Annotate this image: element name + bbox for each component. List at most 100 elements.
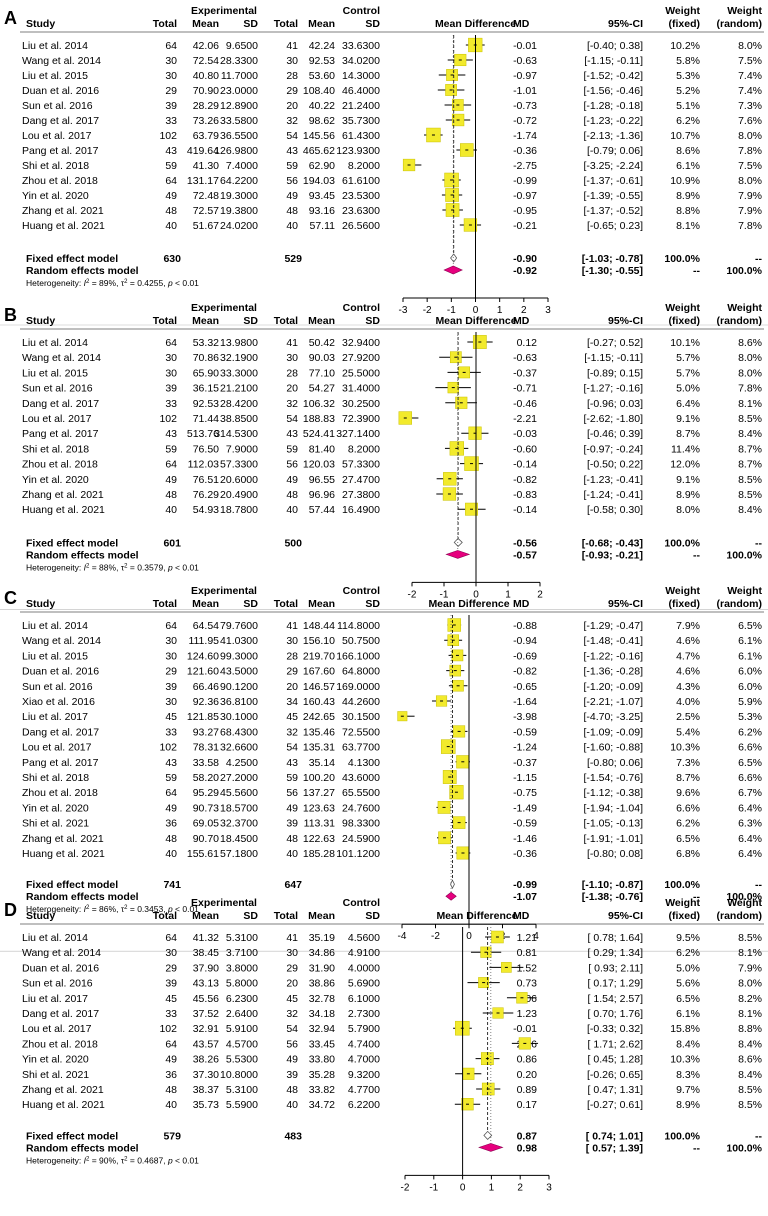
ctrl-mean: 120.03 <box>303 459 335 471</box>
ctrl-sd: 5.6900 <box>348 978 380 990</box>
weight-random: 7.4% <box>738 70 762 82</box>
study-name: Zhang et al. 2021 <box>22 489 104 501</box>
study-row: Zhang et al. 2021 48 72.57 19.3800 48 93.16 23… <box>22 203 762 217</box>
study-row: Dang et al. 2017 33 92.53 28.4200 32 106.32 30… <box>22 396 762 410</box>
ctrl-sd: 32.9400 <box>342 337 380 349</box>
study-row: Liu et al. 2015 30 124.60 99.3000 28 219.70 16… <box>22 649 762 662</box>
study-row: Sun et al. 2016 39 66.46 90.1200 20 146.57 169… <box>22 680 762 693</box>
ctrl-total: 40 <box>286 504 298 516</box>
study-name: Huang et al. 2021 <box>22 220 105 232</box>
ctrl-mean: 81.40 <box>309 443 335 455</box>
study-row: Huang et al. 2021 40 54.93 18.7800 40 57.44 16… <box>22 502 762 516</box>
weight-random: 6.4% <box>738 802 762 814</box>
study-name: Wang et al. 2014 <box>22 352 101 364</box>
weight-random: 8.0% <box>738 367 762 379</box>
weight-random: 8.0% <box>738 175 762 187</box>
ci-value: [-1.54; -0.76] <box>583 772 643 784</box>
exp-sd: 57.3300 <box>220 459 258 471</box>
study-name: Duan et al. 2016 <box>22 962 99 974</box>
ctrl-mean: 77.10 <box>309 367 335 379</box>
header-mean-ctrl: Mean <box>308 315 335 327</box>
study-name: Lou et al. 2017 <box>22 742 92 754</box>
study-name: Zhou et al. 2018 <box>22 1038 98 1050</box>
ctrl-sd: 30.1500 <box>342 711 380 723</box>
ci-value: [-2.62; -1.80] <box>583 413 643 425</box>
exp-mean: 42.06 <box>193 40 219 52</box>
ctrl-total: 59 <box>286 443 298 455</box>
study-name: Wang et al. 2014 <box>22 55 101 67</box>
study-name: Liu et al. 2017 <box>22 993 88 1005</box>
ctrl-sd: 31.4000 <box>342 383 380 395</box>
weight-random: 7.9% <box>738 205 762 217</box>
md-value: -1.74 <box>513 130 537 142</box>
ci-value: [-1.27; -0.16] <box>583 383 643 395</box>
fixed-weight-fixed: 100.0% <box>664 253 700 265</box>
weight-random: 6.6% <box>738 772 762 784</box>
x-tick-label: -1 <box>447 305 456 316</box>
study-name: Yin et al. 2020 <box>22 190 89 202</box>
ci-value: [-1.52; -0.42] <box>583 70 643 82</box>
ctrl-total: 30 <box>286 55 298 67</box>
ctrl-mean: 32.94 <box>309 1023 335 1035</box>
random-effects-diamond <box>478 1143 504 1152</box>
random-effects-diamond <box>443 265 463 275</box>
study-name: Liu et al. 2014 <box>22 932 88 944</box>
ctrl-total: 30 <box>286 352 298 364</box>
weight-random: 7.6% <box>738 115 762 127</box>
exp-total: 29 <box>165 666 177 678</box>
ctrl-total: 45 <box>286 993 298 1005</box>
ctrl-sd: 35.7300 <box>342 115 380 127</box>
exp-total: 59 <box>165 443 177 455</box>
weight-fixed: 6.8% <box>676 848 700 860</box>
header-fixed: (fixed) <box>669 910 701 922</box>
ctrl-total: 48 <box>286 833 298 845</box>
header-total-ctrl: Total <box>274 910 298 922</box>
ci-value: [-1.05; -0.13] <box>583 818 643 830</box>
ctrl-total: 59 <box>286 772 298 784</box>
ctrl-mean: 135.31 <box>303 742 335 754</box>
exp-total: 48 <box>165 489 177 501</box>
x-tick-label: -4 <box>398 931 407 942</box>
weight-random: 8.4% <box>738 1069 762 1081</box>
header-weight-fixed: Weight <box>665 5 700 17</box>
random-ci-value: [-0.93; -0.21] <box>582 549 643 561</box>
ctrl-mean: 167.60 <box>303 666 335 678</box>
heterogeneity-text: Heterogeneity: I2 = 89%, τ2 = 0.4255, p … <box>26 278 199 288</box>
panel-letter: A <box>4 8 17 28</box>
ctrl-total: 54 <box>286 413 298 425</box>
exp-mean: 72.54 <box>193 55 219 67</box>
header-total-ctrl: Total <box>274 315 298 327</box>
weight-fixed: 4.3% <box>676 681 700 693</box>
x-tick-label: -1 <box>429 1182 438 1193</box>
weight-fixed: 6.2% <box>676 818 700 830</box>
ctrl-total: 49 <box>286 1054 298 1066</box>
exp-total: 30 <box>165 635 177 647</box>
ctrl-mean: 96.55 <box>309 474 335 486</box>
ctrl-mean: 185.28 <box>303 848 335 860</box>
exp-sd: 38.8500 <box>220 413 258 425</box>
ctrl-total: 28 <box>286 70 298 82</box>
random-weight-fixed: -- <box>693 891 700 903</box>
exp-mean: 33.58 <box>193 757 219 769</box>
md-value: -0.01 <box>513 1023 537 1035</box>
random-md-value: -0.92 <box>513 265 537 277</box>
ctrl-total: 29 <box>286 962 298 974</box>
exp-total: 29 <box>165 962 177 974</box>
weight-fixed: 6.1% <box>676 1008 700 1020</box>
ctrl-mean: 32.78 <box>309 993 335 1005</box>
exp-mean: 58.20 <box>193 772 219 784</box>
exp-total: 48 <box>165 205 177 217</box>
md-value: -1.15 <box>513 772 537 784</box>
ctrl-total: 56 <box>286 175 298 187</box>
x-tick-label: -2 <box>401 1182 410 1193</box>
ctrl-sd: 27.9200 <box>342 352 380 364</box>
exp-sd: 13.9800 <box>220 337 258 349</box>
exp-total: 59 <box>165 160 177 172</box>
study-name: Zhou et al. 2018 <box>22 459 98 471</box>
random-effects-label: Random effects model <box>26 891 139 903</box>
exp-total: 43 <box>165 757 177 769</box>
study-row: Liu et al. 2014 64 53.32 13.9800 41 50.42 32.9… <box>22 335 762 349</box>
exp-mean: 41.32 <box>193 932 219 944</box>
exp-sd: 126.9800 <box>214 145 258 157</box>
